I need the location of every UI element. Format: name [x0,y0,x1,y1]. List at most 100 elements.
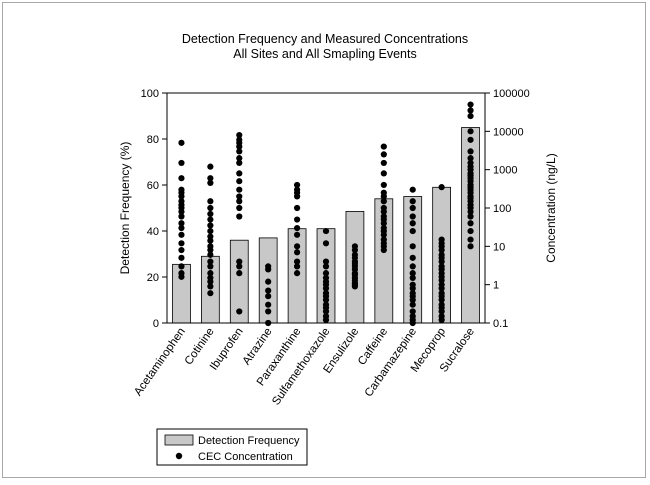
point-carbamazepine [409,301,416,308]
point-ibuprofen [236,178,243,185]
right-tick-label: 10000 [493,126,524,138]
point-ibuprofen [236,258,243,265]
left-tick-label: 100 [141,88,159,100]
point-acetaminophen [178,240,185,247]
point-acetaminophen [178,273,185,280]
point-cotinine [207,290,214,297]
point-cotinine [207,179,214,187]
point-ibuprofen [236,198,243,205]
point-sucralose [467,128,474,135]
point-paraxanthine [293,263,301,270]
point-mecoprop [438,184,445,191]
point-cotinine [207,270,214,277]
point-carbamazepine [409,285,416,292]
left-tick-label: 40 [147,226,159,238]
point-sulfamethoxazole [322,316,330,324]
point-paraxanthine [293,249,301,256]
point-carbamazepine [409,227,416,235]
category-label-acetaminophen: Acetaminophen [132,326,188,398]
point-cotinine [207,222,214,229]
point-cotinine [207,251,214,258]
point-caffeine [380,231,387,238]
point-cotinine [207,283,214,290]
point-ibuprofen [236,131,243,139]
point-atrazine [265,278,272,285]
point-acetaminophen [178,224,185,232]
point-carbamazepine [409,274,416,282]
y-axis-right-label: Concentration (ng/L) [544,153,558,262]
point-caffeine [380,159,387,167]
point-carbamazepine [409,243,416,250]
point-mecoprop [438,285,445,292]
point-cotinine [207,216,214,223]
legend-label-detection-frequency: Detection Frequency [198,435,300,447]
point-cotinine [207,175,214,182]
point-sucralose [467,101,474,108]
point-cotinine [207,258,214,265]
right-tick-label: 100 [493,203,511,215]
point-sucralose [467,148,474,155]
point-carbamazepine [409,308,416,315]
point-ibuprofen [236,143,243,150]
point-ensulizole [351,246,359,254]
point-mecoprop [438,308,445,315]
chart-title: Detection Frequency and Measured Concent… [182,32,468,46]
point-acetaminophen [178,263,185,270]
point-acetaminophen [178,246,185,254]
point-caffeine [380,193,387,200]
point-cotinine [207,237,214,244]
point-paraxanthine [293,216,301,223]
legend-bar-swatch [164,434,194,446]
point-carbamazepine [409,263,416,270]
point-cotinine [207,163,214,170]
point-acetaminophen [178,254,185,261]
point-atrazine [265,308,272,315]
point-acetaminophen [178,220,185,227]
point-ibuprofen [236,270,243,277]
right-tick-label: 1 [493,280,499,292]
left-tick-label: 60 [147,180,159,192]
point-carbamazepine [409,204,416,212]
point-mecoprop [438,296,445,304]
point-sucralose [467,107,474,114]
point-carbamazepine [409,186,416,193]
left-tick-label: 0 [153,318,159,330]
legend-label-cec-concentration: CEC Concentration [198,451,293,463]
point-mecoprop [438,277,445,284]
point-paraxanthine [293,258,301,265]
y-axis-left-label: Detection Frequency (%) [118,142,132,275]
point-sucralose [467,243,474,250]
legend: Detection Frequency CEC Concentration [156,428,308,466]
left-tick-label: 80 [147,134,159,146]
point-paraxanthine [293,270,301,277]
point-ibuprofen [236,204,243,212]
point-carbamazepine [409,198,416,205]
point-sucralose [467,112,474,120]
point-acetaminophen [178,213,185,220]
point-cotinine [207,204,214,212]
point-cotinine [207,198,214,205]
chart-frame: Detection Frequency and Measured Concent… [2,2,646,478]
point-ibuprofen [236,213,243,220]
point-paraxanthine [293,181,301,189]
point-caffeine [380,170,387,177]
point-ibuprofen [236,170,243,177]
point-ensulizole [351,283,359,290]
point-carbamazepine [409,296,416,304]
point-sulfamethoxazole [322,258,330,265]
point-caffeine [380,246,387,254]
point-paraxanthine [293,224,301,232]
right-tick-label: 10 [493,241,505,253]
right-tick-label: 1000 [493,165,517,177]
point-sucralose [467,213,474,220]
right-tick-label: 100000 [493,88,530,100]
point-sulfamethoxazole [322,263,330,270]
point-ibuprofen [236,186,243,193]
point-ibuprofen [236,263,243,270]
point-cotinine [207,263,214,270]
point-acetaminophen [178,175,185,182]
point-sulfamethoxazole [322,240,330,247]
point-caffeine [380,151,387,158]
point-ibuprofen [236,159,243,167]
point-paraxanthine [293,193,301,200]
